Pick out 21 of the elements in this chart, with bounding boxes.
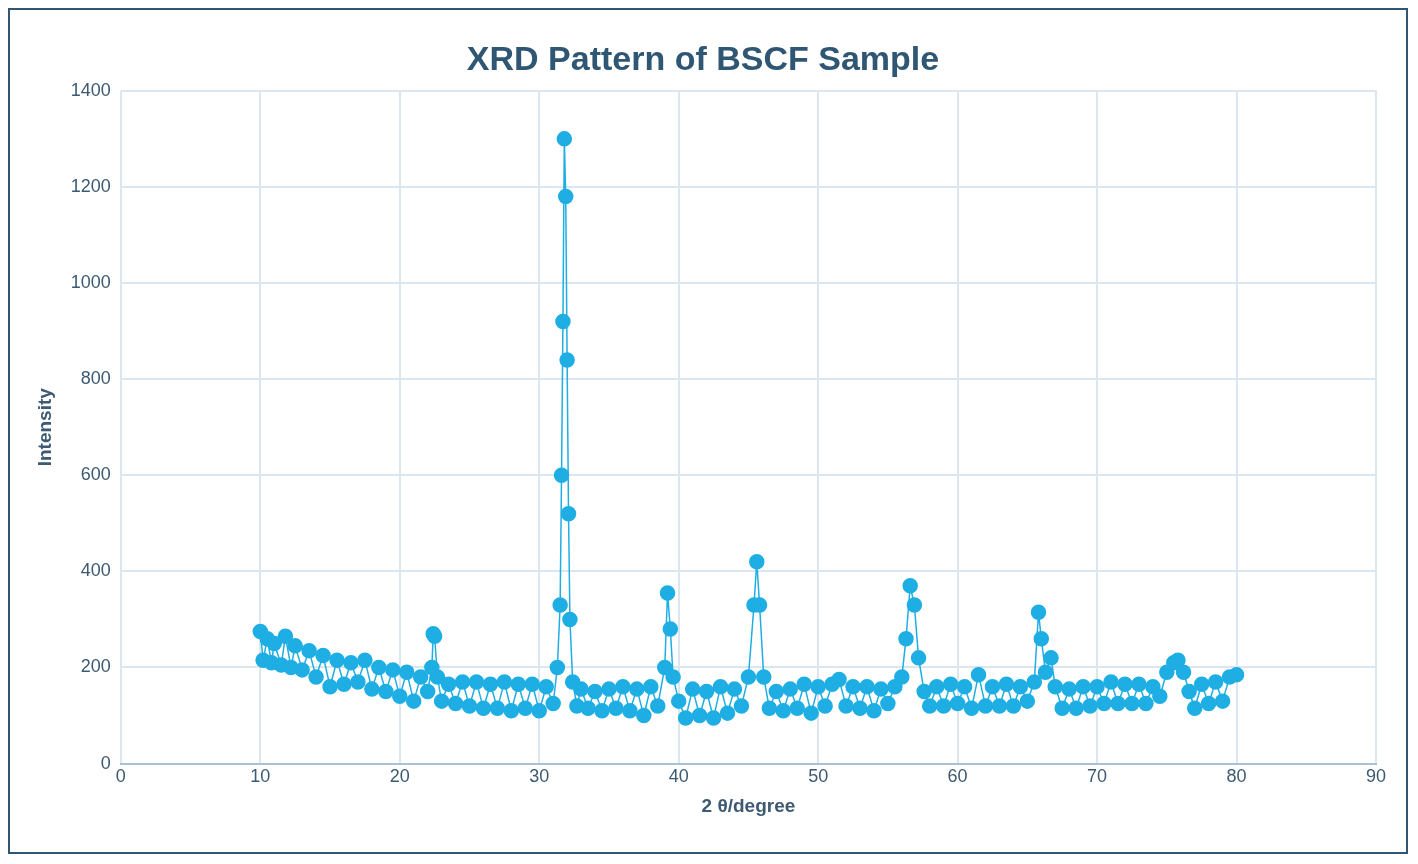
y-tick-label: 0: [100, 752, 111, 773]
x-tick-label: 90: [1365, 766, 1387, 787]
y-tick-label: 800: [80, 368, 111, 389]
chart-title: XRD Pattern of BSCF Sample: [466, 38, 940, 77]
y-tick-label: 1000: [70, 272, 111, 292]
x-tick-label: 30: [529, 766, 550, 787]
x-tick-label: 80: [1226, 766, 1247, 787]
x-tick-label: 60: [947, 766, 968, 787]
y-axis-title: Intensity: [33, 387, 55, 467]
x-tick-label: 20: [389, 766, 410, 787]
y-tick-label: 400: [80, 560, 111, 581]
x-tick-label: 50: [808, 766, 829, 787]
x-tick-label: 70: [1087, 766, 1108, 787]
y-tick-label: 1400: [70, 79, 111, 100]
y-tick-label: 200: [80, 656, 111, 677]
x-tick-label: 10: [250, 766, 271, 787]
y-tick-label: 1200: [70, 175, 111, 196]
y-tick-label: 600: [80, 464, 111, 485]
x-tick-label: 0: [115, 766, 126, 787]
x-tick-label: 40: [668, 766, 689, 787]
x-axis-title: 2 θ/degree: [701, 794, 796, 816]
